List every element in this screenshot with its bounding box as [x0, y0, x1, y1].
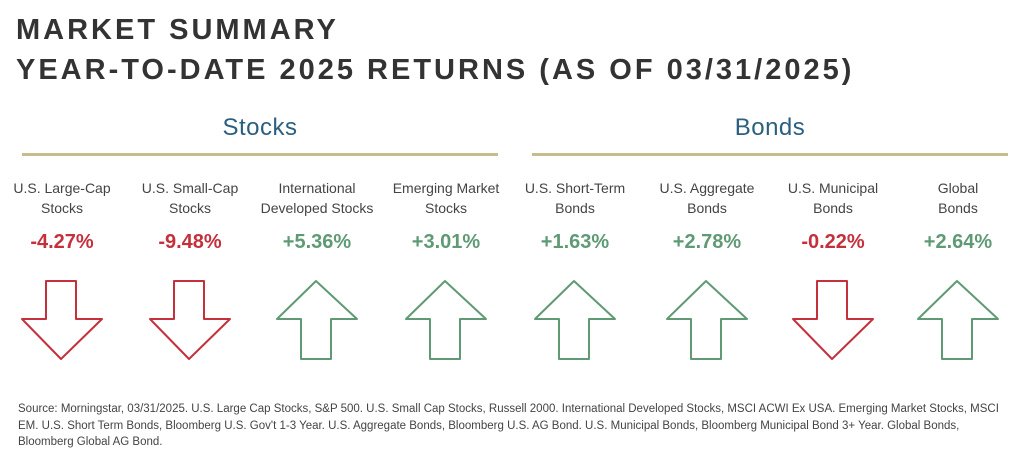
arrow-up-icon — [405, 280, 487, 360]
item-label-line2: Bonds — [687, 200, 727, 216]
item-label-line1: Global — [937, 180, 979, 196]
return-item: U.S. Municipal Bonds -0.22% — [768, 178, 898, 361]
item-label-line1: International — [278, 180, 356, 196]
item-return-value: +2.78% — [672, 231, 742, 253]
return-item: U.S. Small-Cap Stocks -9.48% — [125, 178, 255, 361]
item-return-value: +3.01% — [411, 231, 481, 253]
arrow-up-icon — [276, 280, 358, 360]
item-label-line1: U.S. Large-Cap — [13, 180, 111, 196]
arrow-down-icon — [149, 280, 231, 360]
section-bonds-rule — [532, 153, 1008, 156]
return-item: U.S. Large-Cap Stocks -4.27% — [0, 178, 127, 361]
arrow-down-icon — [21, 280, 103, 360]
item-label-line1: U.S. Short-Term — [524, 180, 626, 196]
item-label-line2: Bonds — [555, 200, 595, 216]
item-return-value: +5.36% — [282, 231, 352, 253]
return-item: U.S. Short-Term Bonds +1.63% — [510, 178, 640, 361]
source-footnote: Source: Morningstar, 03/31/2025. U.S. La… — [18, 403, 999, 448]
section-stocks-rule — [22, 153, 498, 156]
item-return-value: -9.48% — [158, 231, 222, 253]
arrow-up-icon — [917, 280, 999, 360]
item-return-value: +2.64% — [923, 231, 993, 253]
item-label-line1: Emerging Market — [392, 180, 500, 196]
item-label-line1: U.S. Small-Cap — [141, 180, 239, 196]
title-line-2: YEAR-TO-DATE 2025 RETURNS (AS OF 03/31/2… — [16, 54, 855, 86]
arrow-up-icon — [534, 280, 616, 360]
item-label-line2: Bonds — [938, 200, 978, 216]
return-item: Emerging Market Stocks +3.01% — [381, 178, 511, 361]
item-label-line2: Bonds — [813, 200, 853, 216]
return-item: International Developed Stocks +5.36% — [252, 178, 382, 361]
item-label-line2: Stocks — [168, 200, 211, 216]
arrow-down-icon — [792, 280, 874, 360]
item-label-line2: Stocks — [424, 200, 467, 216]
item-label-line2: Developed Stocks — [260, 200, 374, 216]
section-stocks-heading: Stocks — [222, 114, 298, 141]
title-line-1: MARKET SUMMARY — [16, 14, 339, 46]
item-label-line2: Stocks — [40, 200, 83, 216]
section-bonds-heading: Bonds — [734, 114, 806, 141]
item-return-value: +1.63% — [540, 231, 610, 253]
return-item: Global Bonds +2.64% — [893, 178, 1023, 361]
item-label-line1: U.S. Municipal — [787, 180, 879, 196]
item-return-value: -4.27% — [30, 231, 94, 253]
item-return-value: -0.22% — [801, 231, 865, 253]
arrow-up-icon — [666, 280, 748, 360]
item-label-line1: U.S. Aggregate — [659, 180, 755, 196]
return-item: U.S. Aggregate Bonds +2.78% — [642, 178, 772, 361]
